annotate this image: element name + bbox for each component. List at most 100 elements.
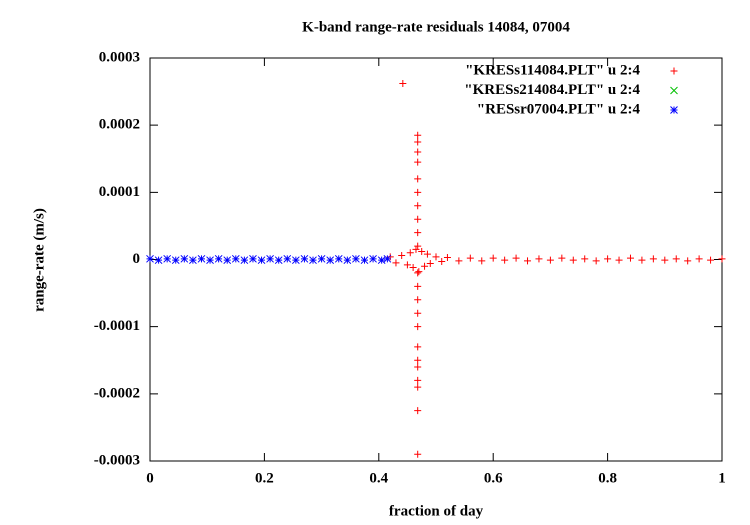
- point: [383, 254, 392, 263]
- point: [638, 256, 646, 264]
- point: [406, 249, 414, 257]
- point: [223, 256, 232, 265]
- point: [274, 256, 283, 265]
- point: [414, 175, 422, 183]
- point: [414, 383, 422, 391]
- legend-marker: [670, 106, 678, 114]
- legend-label: "KRESs114084.PLT" u 2:4: [465, 62, 640, 78]
- y-tick-label: 0.0002: [99, 117, 140, 133]
- legend-label: "RESsr07004.PLT" u 2:4: [477, 101, 641, 117]
- point: [535, 255, 543, 263]
- point: [360, 256, 369, 265]
- point: [343, 256, 352, 265]
- point: [707, 256, 715, 264]
- point: [214, 254, 223, 263]
- point: [414, 148, 422, 156]
- point: [426, 260, 434, 268]
- legend-marker: [670, 67, 678, 75]
- point: [414, 158, 422, 166]
- point: [392, 259, 400, 267]
- point: [418, 247, 426, 255]
- point: [399, 80, 407, 88]
- point: [592, 257, 600, 265]
- point: [414, 131, 422, 139]
- point: [163, 254, 172, 263]
- point: [317, 254, 326, 263]
- point: [292, 256, 300, 265]
- point: [649, 255, 657, 263]
- x-tick-label: 0.8: [598, 470, 617, 486]
- point: [501, 256, 509, 264]
- point: [414, 356, 422, 364]
- point: [171, 256, 180, 265]
- point: [718, 255, 726, 263]
- point: [414, 215, 422, 223]
- y-tick-label: 0.0003: [99, 49, 140, 65]
- point: [661, 256, 669, 264]
- chart-title: K-band range-rate residuals 14084, 07004: [302, 19, 570, 35]
- x-tick-label: 0.6: [484, 470, 503, 486]
- point: [438, 258, 446, 266]
- point: [240, 256, 249, 265]
- point: [414, 202, 422, 210]
- point: [197, 254, 206, 263]
- point: [414, 282, 422, 290]
- point: [377, 256, 386, 265]
- point: [414, 138, 422, 146]
- y-tick-label: -0.0002: [94, 385, 140, 401]
- x-tick-label: 1: [718, 470, 726, 486]
- point: [412, 245, 420, 253]
- point: [581, 255, 589, 263]
- point: [257, 256, 266, 265]
- point: [206, 256, 214, 265]
- point: [524, 257, 532, 265]
- point: [189, 256, 197, 265]
- point: [415, 268, 423, 276]
- x-tick-label: 0.2: [255, 470, 274, 486]
- point: [326, 256, 335, 265]
- point: [569, 256, 577, 264]
- point: [414, 343, 422, 351]
- point: [180, 254, 189, 263]
- point: [231, 254, 240, 263]
- point: [455, 257, 463, 265]
- legend-label: "KRESs214084.PLT" u 2:4: [464, 82, 640, 98]
- point: [478, 257, 486, 265]
- x-tick-label: 0.4: [369, 470, 388, 486]
- point: [414, 450, 422, 458]
- y-tick-label: -0.0003: [94, 452, 140, 468]
- point: [369, 254, 377, 263]
- point: [309, 256, 317, 265]
- point: [146, 254, 154, 263]
- point: [432, 253, 440, 261]
- y-tick-label: 0: [133, 251, 141, 267]
- x-axis-label: fraction of day: [389, 503, 484, 519]
- point: [414, 242, 422, 250]
- legend-marker: [670, 86, 678, 95]
- point: [414, 363, 422, 371]
- point: [249, 254, 257, 263]
- point: [443, 253, 451, 261]
- point: [414, 309, 422, 317]
- point: [300, 254, 309, 263]
- point: [546, 256, 554, 264]
- point: [414, 323, 422, 331]
- y-tick-label: 0.0001: [99, 184, 140, 200]
- point: [421, 262, 429, 270]
- point: [423, 250, 431, 258]
- point: [558, 254, 566, 262]
- point: [266, 254, 274, 263]
- point: [626, 254, 634, 262]
- point: [414, 188, 422, 196]
- point: [414, 229, 422, 237]
- point: [409, 264, 417, 272]
- point: [414, 376, 422, 384]
- point: [414, 269, 422, 277]
- point: [154, 256, 163, 265]
- point: [684, 257, 692, 265]
- point: [695, 255, 703, 263]
- point: [414, 407, 422, 415]
- point: [466, 254, 474, 262]
- point: [283, 254, 292, 263]
